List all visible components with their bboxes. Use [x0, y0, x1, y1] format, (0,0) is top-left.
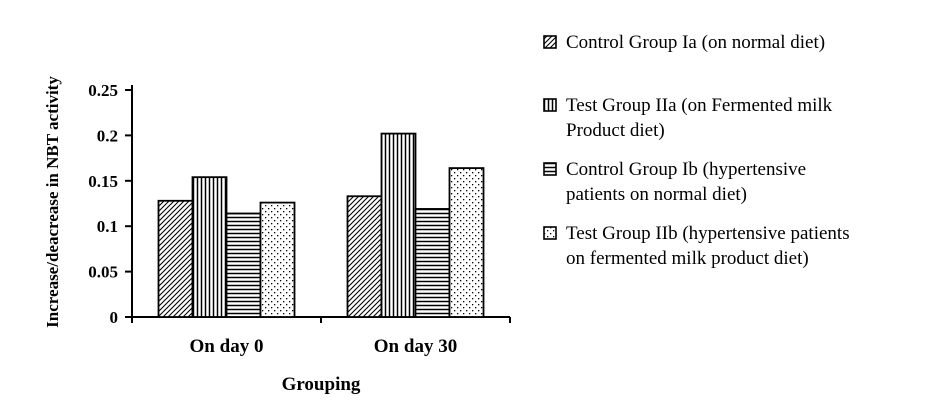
legend-item-control-group-ib: Control Group Ib (hypertensive patients …	[543, 157, 923, 207]
bar-chart-plot-area: Increase/deacrease in NBT activity 0 0.05 0…	[43, 76, 511, 395]
bar-chart: Increase/deacrease in NBT activity 0 0.05 0…	[43, 76, 511, 395]
x-category-label: On day 0	[190, 336, 264, 357]
bar-series2-on-day-0	[191, 176, 228, 318]
y-tick-label: 0	[110, 308, 119, 327]
y-tick-label: 0.2	[97, 126, 118, 145]
legend-label-test-group-iib: Test Group IIb (hypertensive patients on…	[566, 223, 850, 269]
x-category-label: On day 30	[374, 336, 457, 357]
x-axis-title: Grouping	[282, 374, 361, 395]
chart-legend: Control Group Ia (on normal diet) Test G…	[543, 30, 923, 271]
legend-label-control-group-ib: Control Group Ib (hypertensive patients …	[566, 159, 807, 205]
legend-label-test-group-iia: Test Group IIa (on Fermented milk Produc…	[566, 95, 833, 141]
y-tick-label: 0.25	[88, 81, 118, 100]
bar-series4-on-day-30	[448, 167, 485, 318]
y-tick-label: 0.05	[88, 263, 118, 282]
bar-series2-on-day-30	[380, 132, 417, 318]
legend-label-control-group-ia: Control Group Ia (on normal diet)	[566, 32, 826, 53]
horizontal-lines-swatch-icon	[543, 162, 557, 176]
bar-series3-on-day-0	[225, 212, 262, 318]
legend-item-test-group-iib: Test Group IIb (hypertensive patients on…	[543, 221, 923, 271]
vertical-lines-swatch-icon	[543, 98, 557, 112]
bar-series1-on-day-0	[157, 199, 194, 318]
legend-item-test-group-iia: Test Group IIa (on Fermented milk Produc…	[543, 93, 923, 143]
dotted-swatch-icon	[543, 226, 557, 240]
diagonal-hatch-swatch-icon	[543, 35, 557, 49]
y-tick-label: 0.1	[97, 217, 118, 236]
y-axis-title: Increase/deacrease in NBT activity	[43, 76, 62, 328]
y-tick-label: 0.15	[88, 172, 118, 191]
bar-series4-on-day-0	[259, 201, 296, 318]
bar-series3-on-day-30	[414, 208, 451, 318]
legend-item-control-group-ia: Control Group Ia (on normal diet)	[543, 30, 923, 55]
bar-series1-on-day-30	[346, 195, 383, 318]
